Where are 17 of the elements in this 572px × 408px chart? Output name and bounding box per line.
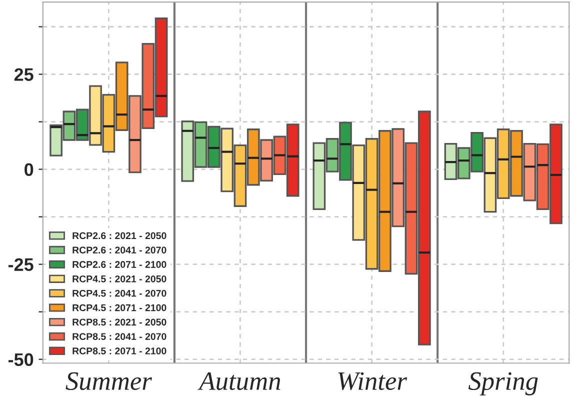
y-tick-label: 0	[24, 163, 34, 176]
x-tick-label: Winter	[338, 372, 408, 390]
legend-label: RCP8.5 : 2021 - 2050	[72, 318, 166, 326]
legend-label: RCP2.6 : 2021 - 2050	[72, 232, 166, 240]
x-tick-label: Spring	[468, 372, 538, 396]
y-tick-label: -50	[8, 353, 34, 366]
legend-label: RCP4.5 : 2021 - 2050	[72, 275, 166, 282]
y-tick-label: -25	[8, 258, 34, 272]
legend-label: RCP2.6 : 2041 - 2070	[72, 246, 166, 254]
x-tick-label: Autumn	[198, 372, 280, 390]
legend-label: RCP8.5 : 2071 - 2100	[72, 348, 166, 354]
legend-label: RCP4.5 : 2071 - 2100	[72, 304, 166, 312]
legend-label: RCP8.5 : 2041 - 2070	[72, 333, 166, 340]
x-tick-label: Summer	[66, 372, 152, 390]
legend-label: RCP2.6 : 2071 - 2100	[72, 261, 166, 268]
y-tick-label: 25	[14, 68, 34, 81]
legend-label: RCP4.5 : 2041 - 2070	[72, 290, 166, 297]
